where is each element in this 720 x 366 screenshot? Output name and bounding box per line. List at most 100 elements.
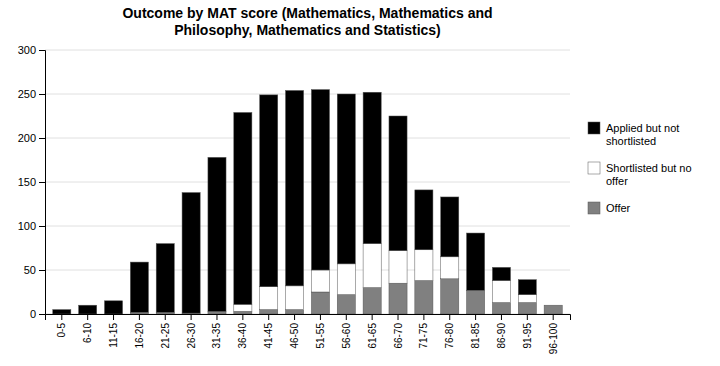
x-tick-mark [553, 314, 554, 320]
x-tick-mark [320, 314, 321, 320]
x-tick: 36-40 [237, 314, 248, 349]
bar [467, 290, 485, 314]
x-tick: 6-10 [82, 314, 93, 343]
x-tick-mark [449, 314, 450, 320]
y-tick: 250 [18, 88, 45, 100]
series [53, 90, 537, 314]
bar [286, 90, 304, 285]
bar [518, 303, 536, 314]
x-tick-label: 26-30 [186, 323, 197, 349]
x-tick: 0-5 [56, 314, 67, 337]
x-tick-label: 96-100 [548, 323, 559, 355]
x-tick-mark [61, 314, 62, 320]
x-tick-label: 61-65 [367, 323, 378, 349]
y-tick-label: 250 [18, 88, 36, 100]
x-tick: 91-95 [522, 314, 533, 349]
legend-label: Applied but notshortlisted [606, 122, 679, 147]
bar [337, 264, 355, 295]
title: Outcome by MAT score (Mathematics, Mathe… [122, 5, 492, 38]
bar [234, 311, 252, 314]
y-tick-label: 200 [18, 132, 36, 144]
x-tick-mark [423, 314, 424, 320]
bar [544, 305, 562, 314]
bar [518, 295, 536, 303]
bar [311, 90, 329, 270]
x-tick: 66-70 [393, 314, 404, 349]
legend-swatch [588, 122, 600, 134]
bar [260, 310, 278, 314]
bar [467, 233, 485, 290]
x-tick: 46-50 [289, 314, 300, 349]
x-tick: 21-25 [160, 314, 171, 349]
y-axis-line [39, 51, 46, 315]
bar [234, 112, 252, 304]
x-tick-label: 51-55 [315, 323, 326, 349]
bar [156, 312, 174, 314]
legend-item: Applied but notshortlisted [588, 122, 679, 147]
grid-line [45, 182, 570, 183]
x-axis-line [46, 315, 571, 321]
x-tick-mark [527, 314, 528, 320]
bar [441, 197, 459, 257]
y-tick: 0 [30, 308, 45, 320]
x-tick-mark [191, 314, 192, 320]
bar [518, 280, 536, 295]
y-tick: 50 [24, 264, 45, 276]
x-tick: 16-20 [134, 314, 145, 349]
x-tick-mark [268, 314, 269, 320]
x-tick: 86-90 [496, 314, 507, 349]
x-tick-label: 31-35 [211, 323, 222, 349]
bar [363, 288, 381, 314]
x-tick-label: 56-60 [341, 323, 352, 349]
legend-item: Shortlisted but nooffer [588, 162, 692, 187]
grid-line [45, 94, 570, 95]
bars [53, 90, 562, 314]
grid-line [45, 138, 570, 139]
y-tick-mark [39, 138, 45, 139]
bar [79, 305, 97, 314]
y-tick-label: 0 [30, 308, 36, 320]
y-tick-mark [39, 314, 45, 315]
y-tick: 150 [18, 176, 45, 188]
legend-label: Shortlisted but nooffer [606, 162, 692, 187]
x-tick-mark [165, 314, 166, 320]
y-axis: 050100150200250300 [18, 44, 46, 320]
x-tick: 96-100 [548, 314, 559, 354]
x-axis: 0-56-1011-1516-2021-2526-3031-3536-4041-… [46, 314, 571, 354]
x-tick-label: 21-25 [160, 323, 171, 349]
x-tick: 61-65 [367, 314, 378, 349]
y-tick-mark [39, 50, 45, 51]
legend-swatch [588, 162, 600, 174]
bar [311, 292, 329, 314]
bar [234, 304, 252, 311]
x-tick: 71-75 [418, 314, 429, 349]
bar [130, 312, 148, 314]
y-tick: 300 [18, 44, 45, 56]
x-tick-mark [216, 314, 217, 320]
bar [389, 116, 407, 251]
bar [208, 311, 226, 314]
x-tick: 26-30 [186, 314, 197, 349]
x-tick: 11-15 [108, 314, 119, 348]
bar [492, 267, 510, 280]
y-tick-mark [39, 270, 45, 271]
x-tick-mark [346, 314, 347, 320]
x-tick-label: 76-80 [444, 323, 455, 349]
grid-line [45, 50, 570, 51]
plot: 0501001502002503000-56-1011-1516-2021-25… [18, 44, 571, 354]
x-tick-mark [372, 314, 373, 320]
x-tick-label: 86-90 [496, 323, 507, 349]
bar [130, 262, 148, 312]
bar [363, 244, 381, 288]
x-tick-label: 16-20 [134, 323, 145, 349]
grid-line [45, 226, 570, 227]
x-tick-label: 71-75 [418, 323, 429, 349]
bar [208, 157, 226, 311]
bar [311, 270, 329, 292]
x-tick-mark [139, 314, 140, 320]
x-tick-label: 81-85 [470, 323, 481, 349]
x-tick-label: 11-15 [108, 323, 119, 348]
x-tick-mark [294, 314, 295, 320]
chart: 0501001502002503000-56-1011-1516-2021-25… [0, 0, 720, 366]
y-tick-label: 150 [18, 176, 36, 188]
